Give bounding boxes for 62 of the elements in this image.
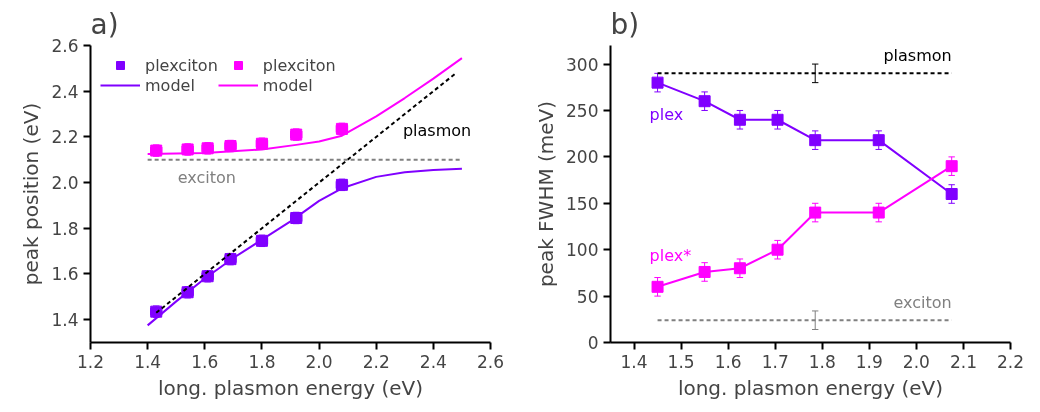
x-tick-label: 2.2 [996, 351, 1025, 372]
x-tick-label: 1.2 [76, 351, 105, 372]
y-axis-title: peak position (eV) [19, 102, 44, 286]
line-series [146, 167, 463, 327]
point [872, 206, 885, 219]
y-tick-label: 200 [566, 147, 599, 168]
x-tick-label: 2.4 [419, 351, 447, 372]
chart-title: b) [610, 7, 640, 41]
x-tick-label: 1.4 [134, 351, 162, 372]
point [771, 243, 784, 256]
series-label: plasmon [883, 46, 952, 66]
y-tick-label: 250 [566, 100, 599, 121]
y-tick-label: 50 [576, 286, 599, 307]
x-tick-label: 1.6 [191, 351, 219, 372]
x-tick-label: 1.7 [761, 351, 789, 372]
x-axis-title: long. plasmon energy (eV) [157, 375, 424, 400]
y-tick-label: 1.8 [51, 218, 79, 239]
y-tick-label: 100 [566, 240, 599, 261]
legend-label: model [145, 75, 195, 95]
y-tick-label: 2.0 [51, 173, 79, 194]
x-tick-label: 2.2 [362, 351, 390, 372]
y-tick-label: 1.4 [51, 310, 79, 331]
series-label: plasmon [402, 120, 472, 140]
point [872, 134, 885, 147]
legend-label: plexciton [262, 55, 336, 75]
legend-label: plexciton [145, 55, 218, 75]
point [651, 76, 664, 89]
x-tick-label: 1.8 [808, 351, 836, 372]
x-tick-label: 1.4 [620, 351, 648, 372]
point [809, 134, 822, 147]
point [733, 262, 746, 275]
x-tick-label: 2.0 [902, 351, 930, 372]
y-tick-label: 2.6 [51, 36, 79, 56]
point [945, 160, 958, 173]
point [698, 95, 711, 108]
x-axis-title: long. plasmon energy (eV) [677, 375, 944, 400]
y-tick-label: 300 [566, 54, 599, 75]
y-tick-label: 1.6 [51, 264, 79, 285]
point [945, 188, 958, 200]
legend-label: model [262, 75, 313, 95]
series-label: exciton [893, 293, 952, 313]
x-tick-label: 2.1 [949, 351, 977, 372]
x-tick-label: 2.0 [305, 351, 333, 372]
point [771, 113, 784, 126]
point [651, 280, 664, 293]
x-tick-label: 1.8 [248, 351, 276, 372]
series-label: plex* [649, 245, 692, 265]
point [733, 113, 746, 126]
x-tick-label: 1.5 [667, 351, 695, 372]
y-tick-label: 2.2 [51, 127, 79, 148]
series-label: plex [649, 104, 684, 124]
y-axis-title: peak FWHM (meV) [534, 100, 559, 288]
chart-title: a) [90, 7, 119, 41]
x-tick-label: 1.6 [714, 351, 742, 372]
point [809, 206, 822, 219]
y-tick-label: 2.4 [51, 81, 79, 102]
x-tick-label: 2.6 [476, 351, 505, 372]
point [698, 265, 711, 278]
x-tick-label: 1.9 [855, 351, 883, 372]
y-tick-label: 150 [566, 193, 599, 214]
y-tick-label: 0 [587, 333, 599, 353]
series-label: exciton [177, 167, 236, 187]
